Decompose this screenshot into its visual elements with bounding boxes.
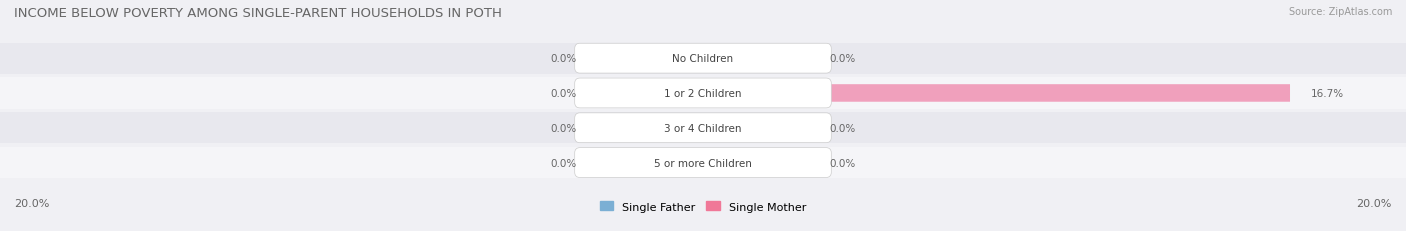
Text: 20.0%: 20.0% [1357,198,1392,208]
FancyBboxPatch shape [598,154,703,172]
Text: 0.0%: 0.0% [830,54,856,64]
Text: 0.0%: 0.0% [550,88,576,99]
Text: 3 or 4 Children: 3 or 4 Children [664,123,742,133]
FancyBboxPatch shape [575,44,831,74]
Text: 0.0%: 0.0% [830,123,856,133]
Legend: Single Father, Single Mother: Single Father, Single Mother [596,197,810,216]
Bar [0,43,1406,75]
FancyBboxPatch shape [703,154,808,172]
FancyBboxPatch shape [575,79,831,108]
FancyBboxPatch shape [703,119,808,137]
Text: 0.0%: 0.0% [550,158,576,168]
FancyBboxPatch shape [598,85,703,102]
FancyBboxPatch shape [575,113,831,143]
Text: No Children: No Children [672,54,734,64]
FancyBboxPatch shape [703,50,808,68]
Bar [0,113,1406,144]
Text: 1 or 2 Children: 1 or 2 Children [664,88,742,99]
Text: INCOME BELOW POVERTY AMONG SINGLE-PARENT HOUSEHOLDS IN POTH: INCOME BELOW POVERTY AMONG SINGLE-PARENT… [14,7,502,20]
Text: 16.7%: 16.7% [1312,88,1344,99]
Text: 5 or more Children: 5 or more Children [654,158,752,168]
Text: Source: ZipAtlas.com: Source: ZipAtlas.com [1288,7,1392,17]
FancyBboxPatch shape [575,148,831,178]
Bar [0,147,1406,178]
FancyBboxPatch shape [598,50,703,68]
Text: 0.0%: 0.0% [830,158,856,168]
FancyBboxPatch shape [703,85,1291,102]
Text: 0.0%: 0.0% [550,54,576,64]
Bar [0,78,1406,109]
FancyBboxPatch shape [598,119,703,137]
Text: 20.0%: 20.0% [14,198,49,208]
Text: 0.0%: 0.0% [550,123,576,133]
